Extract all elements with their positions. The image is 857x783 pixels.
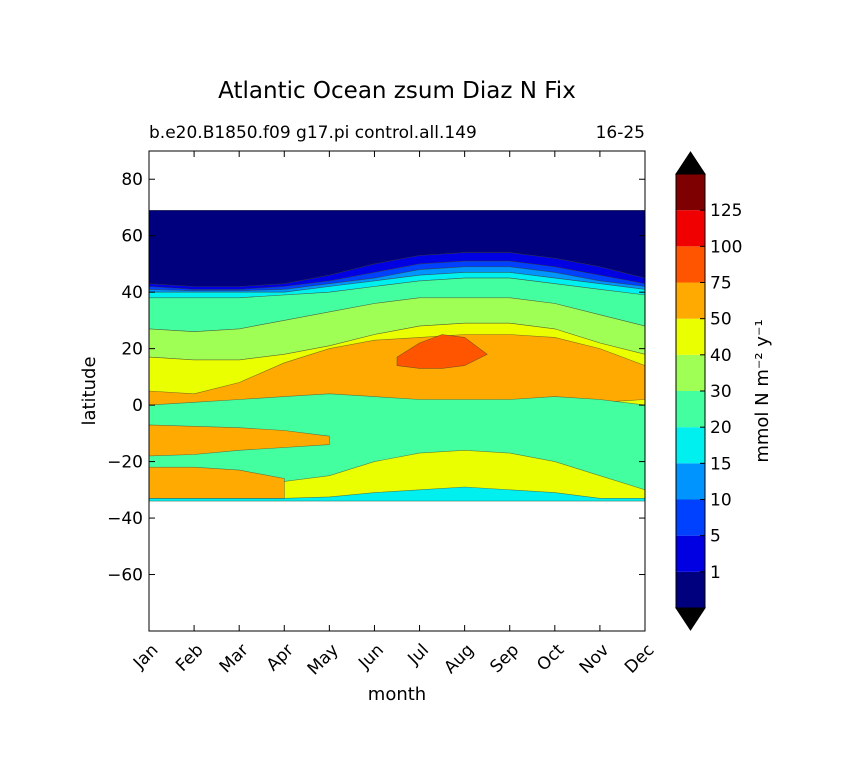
- x-tick-label-mar: Mar: [216, 640, 253, 677]
- x-tick-label-jun: Jun: [354, 640, 388, 674]
- chart-subtitle-left: b.e20.B1850.f09 g17.pi control.all.149: [149, 123, 477, 143]
- colorbar-bin: [676, 318, 705, 355]
- x-tick-label-feb: Feb: [172, 640, 207, 675]
- colorbar-bin: [676, 210, 705, 247]
- colorbar-tick-label: 20: [710, 418, 732, 438]
- y-tick-label: −60: [107, 566, 143, 586]
- y-tick-label: 80: [121, 170, 143, 190]
- colorbar-tick-label: 75: [710, 274, 732, 294]
- contour-band-core-9: [396, 334, 488, 369]
- y-axis: 80 60 40 20 0 −20 −40 −60: [107, 170, 645, 586]
- x-tick-label-oct: Oct: [533, 640, 568, 675]
- contour-band-south-11: [149, 486, 645, 502]
- colorbar-bin: [676, 499, 705, 536]
- chart-subtitle-right: 16-25: [596, 123, 645, 143]
- colorbar-tick-label: 125: [710, 201, 742, 221]
- contour-band-southwest-12: [149, 424, 330, 457]
- y-tick-label: 20: [121, 340, 143, 360]
- colorbar-tick-label: 1: [710, 563, 721, 583]
- x-tick-label-jan: Jan: [129, 640, 162, 673]
- colorbar-bin: [676, 427, 705, 464]
- x-tick-label-dec: Dec: [621, 640, 658, 677]
- colorbar-bin: [676, 535, 705, 572]
- colorbar-tick-label: 5: [710, 527, 721, 547]
- colorbar-tick-label: 30: [710, 382, 732, 402]
- colorbar-bin: [676, 391, 705, 428]
- x-tick-label-jul: Jul: [404, 640, 433, 669]
- colorbar-bin: [676, 174, 705, 211]
- colorbar-bin: [676, 571, 705, 608]
- y-tick-label: 0: [132, 396, 143, 416]
- colorbar-bin: [676, 354, 705, 391]
- plot-area: [149, 151, 645, 631]
- plot-frame: [148, 150, 646, 632]
- contour-band-southwest-2-13: [149, 466, 285, 499]
- x-tick-label-apr: Apr: [263, 640, 298, 675]
- x-tick-label-aug: Aug: [440, 640, 478, 678]
- x-tick-label-may: May: [304, 640, 343, 679]
- colorbar-bin: [676, 463, 705, 500]
- colorbar-tick-label: 50: [710, 310, 732, 330]
- y-tick-label: −40: [107, 509, 143, 529]
- y-tick-label: 60: [121, 227, 143, 247]
- colorbar-tick-label: 40: [710, 346, 732, 366]
- colorbar-bin: [676, 282, 705, 319]
- x-tick-label-nov: Nov: [576, 640, 614, 678]
- colorbar-extend-min: [675, 607, 706, 631]
- chart-title: Atlantic Ocean zsum Diaz N Fix: [218, 78, 576, 104]
- colorbar-extend-max: [675, 151, 706, 175]
- x-tick-label-sep: Sep: [486, 640, 523, 677]
- x-axis-label: month: [368, 684, 426, 705]
- colorbar-label: mmol N m⁻² y⁻¹: [752, 319, 773, 462]
- colorbar-tick-label: 100: [710, 237, 742, 257]
- contour-bands: [149, 210, 645, 502]
- colorbar-tick-label: 10: [710, 491, 732, 511]
- y-tick-label: 40: [121, 283, 143, 303]
- colorbar-bin: [676, 246, 705, 283]
- y-tick-label: −20: [107, 453, 143, 473]
- y-axis-label: latitude: [79, 356, 100, 425]
- colorbar-tick-label: 15: [710, 454, 732, 474]
